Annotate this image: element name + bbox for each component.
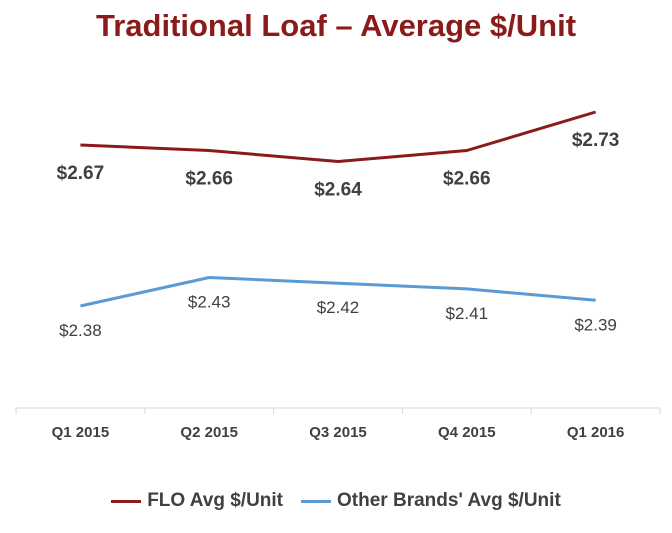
x-tick-label: Q1 2015 — [52, 424, 110, 441]
line-chart: Q1 2015 Q2 2015 Q3 2015 Q4 2015 Q1 2016 $2.67… — [15, 110, 661, 441]
legend-label-flo: FLO Avg $/Unit — [147, 490, 284, 511]
x-tick-label: Q1 2016 — [567, 424, 625, 441]
data-label: $2.43 — [188, 293, 231, 312]
legend-item-other-brands: Other Brands' Avg $/Unit — [301, 490, 561, 512]
data-label: $2.67 — [57, 163, 105, 184]
data-label: $2.42 — [317, 298, 360, 317]
data-label: $2.41 — [446, 304, 489, 323]
series-line-other-brands — [80, 276, 596, 308]
chart-title: Traditional Loaf – Average $/Unit — [95, 8, 577, 43]
data-label: $2.66 — [185, 169, 233, 190]
data-label: $2.38 — [59, 321, 102, 340]
legend-label-other-brands: Other Brands' Avg $/Unit — [337, 490, 561, 511]
series-line-flo — [80, 110, 597, 163]
data-label: $2.64 — [314, 180, 362, 201]
x-tick-label: Q2 2015 — [180, 424, 238, 441]
legend-item-flo: FLO Avg $/Unit — [111, 490, 283, 512]
data-label: $2.39 — [574, 315, 617, 334]
legend-swatch-flo — [111, 499, 142, 503]
legend-swatch-other-brands — [301, 499, 332, 503]
data-label: $2.73 — [572, 130, 620, 151]
x-tick-label: Q4 2015 — [438, 424, 496, 441]
chart-legend: FLO Avg $/Unit Other Brands' Avg $/Unit — [0, 490, 672, 512]
x-tick-label: Q3 2015 — [309, 424, 367, 441]
data-label: $2.66 — [443, 169, 491, 190]
